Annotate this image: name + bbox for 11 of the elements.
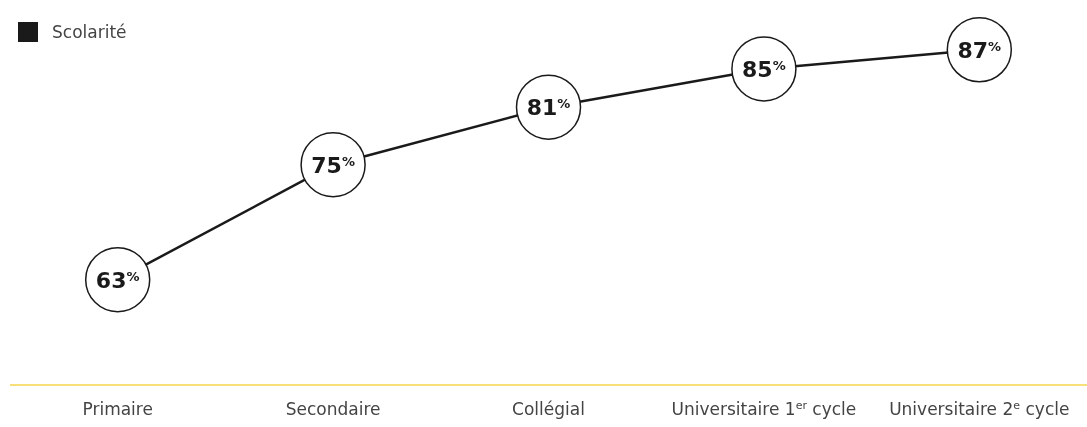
- data-label: 63$^{%}$: [95, 267, 140, 293]
- data-label: 85$^{%}$: [742, 56, 786, 82]
- x-tick-label: Universitaire 1$^{er}$ cycle: [671, 398, 857, 419]
- data-label: 87$^{%}$: [957, 37, 1002, 63]
- data-label: 75$^{%}$: [311, 152, 355, 178]
- x-tick-label: Universitaire 2$^{e}$ cycle: [889, 398, 1070, 419]
- x-tick-label: Collégial: [512, 399, 585, 419]
- legend-label: Scolarité: [52, 22, 127, 42]
- x-tick-label: Primaire: [82, 399, 153, 419]
- data-label: 81$^{%}$: [526, 95, 571, 121]
- x-tick-label: Secondaire: [285, 399, 381, 419]
